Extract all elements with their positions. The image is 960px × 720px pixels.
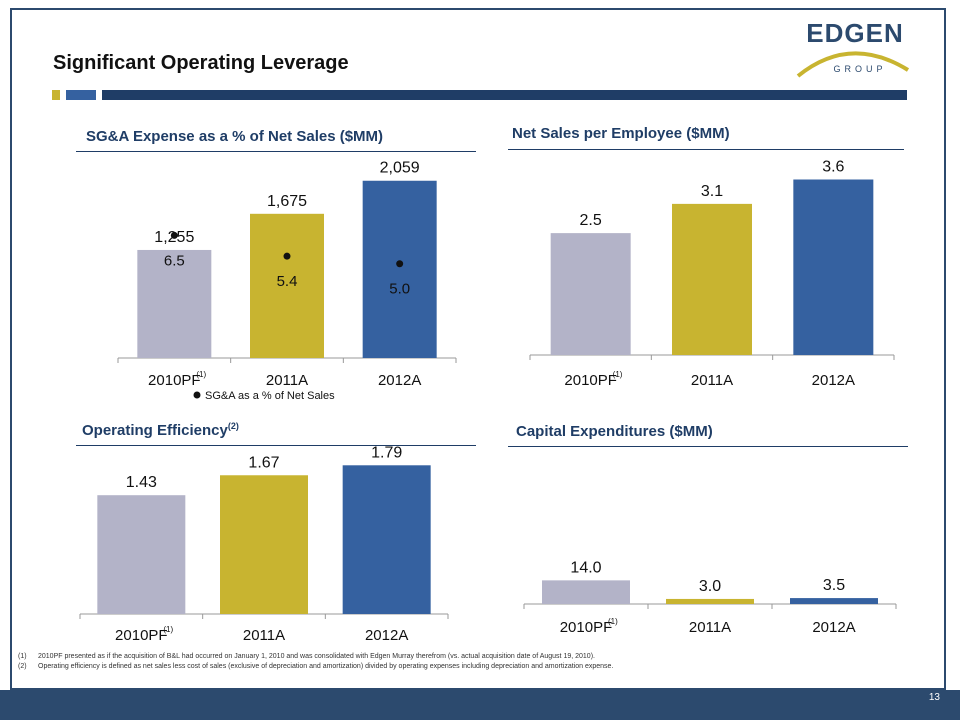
footnote-1-text: 2010PF presented as if the acquisition o… [38, 653, 595, 660]
capex-title-rule [508, 446, 908, 447]
footnote-2-mark: (2) [18, 663, 27, 670]
nspe-bar-2010PF [550, 233, 631, 355]
sga-category-label: 2010PF [148, 372, 201, 389]
capex-bar-2012A [790, 598, 878, 604]
nspe-category-sup: (1) [613, 370, 623, 379]
capex-chart-title: Capital Expenditures ($MM) [516, 423, 713, 440]
footnote-1: (1) 2010PF presented as if the acquisitio… [18, 652, 613, 662]
sga-pct-label: 5.0 [389, 281, 410, 298]
capex-bar-2011A [666, 598, 754, 604]
opeff-chart-title: Operating Efficiency(2) [82, 421, 239, 439]
capex-bar-2010PF [542, 580, 630, 604]
logo-name: EDGEN [806, 18, 903, 48]
nspe-value-label: 2.5 [580, 212, 602, 229]
capex-category-sup: (1) [608, 617, 618, 626]
footnote-2-text: Operating efficiency is defined as net s… [38, 663, 614, 670]
sga-legend-marker [193, 391, 201, 399]
sga-pct-point [170, 231, 178, 239]
opeff-value-label: 1.79 [371, 444, 402, 461]
capex-category-label: 2010PF [560, 619, 613, 636]
nspe-value-label: 3.6 [822, 159, 844, 176]
nspe-bar-2011A [672, 203, 752, 355]
sga-category-sup: (1) [196, 370, 206, 379]
accent-strip-gold [52, 90, 60, 100]
sga-pct-label: 5.4 [277, 273, 298, 290]
sga-pct-point [396, 260, 404, 268]
footer-band [0, 690, 960, 720]
opeff-category-label: 2012A [365, 627, 408, 644]
sga-legend-label: SG&A as a % of Net Sales [205, 390, 335, 402]
opeff-category-label: 2010PF [115, 627, 168, 644]
sga-pct-label: 6.5 [164, 252, 185, 269]
accent-strip-blue [66, 90, 96, 100]
nspe-chart-title: Net Sales per Employee ($MM) [512, 125, 730, 142]
page-title: Significant Operating Leverage [53, 52, 349, 74]
nspe-value-label: 3.1 [701, 183, 723, 200]
sga-bar-2010PF [137, 249, 212, 358]
logo-sub: GROUP [833, 64, 886, 74]
page-number: 13 [928, 692, 940, 703]
opeff-value-label: 1.67 [248, 454, 279, 471]
nspe-category-label: 2010PF [564, 372, 617, 389]
opeff-bar-2010PF [97, 495, 186, 614]
nspe-bar-2012A [793, 179, 874, 355]
opeff-value-label: 1.43 [126, 474, 157, 491]
slide-frame [10, 8, 946, 690]
opeff-title-text: Operating Efficiency [82, 422, 228, 439]
sga-pct-point [283, 252, 291, 260]
sga-bar-2011A [250, 213, 324, 358]
sga-value-label: 1,675 [267, 193, 307, 210]
footnotes: (1) 2010PF presented as if the acquisitio… [18, 652, 613, 672]
opeff-title-sup: (2) [227, 421, 239, 431]
nspe-category-label: 2012A [812, 372, 855, 389]
footnote-1-mark: (1) [18, 653, 27, 660]
opeff-category-sup: (1) [163, 625, 173, 634]
opeff-title-rule [76, 445, 476, 446]
sga-bar-2012A [362, 180, 437, 358]
nspe-category-label: 2011A [691, 372, 733, 389]
nspe-title-rule [508, 149, 904, 150]
capex-category-label: 2011A [689, 619, 731, 636]
accent-strip-navy [102, 90, 907, 100]
sga-category-label: 2012A [378, 372, 421, 389]
edgen-logo: EDGEN GROUP [796, 18, 910, 78]
opeff-category-label: 2011A [243, 627, 285, 644]
sga-title-rule [76, 151, 476, 152]
capex-value-label: 3.5 [823, 577, 845, 594]
capex-category-label: 2012A [812, 619, 855, 636]
sga-chart-title: SG&A Expense as a % of Net Sales ($MM) [86, 128, 384, 145]
logo-swoosh [796, 51, 910, 78]
footnote-2: (2) Operating efficiency is defined as ne… [18, 662, 613, 672]
opeff-bar-2012A [342, 465, 431, 614]
opeff-bar-2011A [220, 475, 308, 614]
capex-value-label: 3.0 [699, 578, 721, 595]
sga-value-label: 2,059 [380, 160, 420, 177]
sga-category-label: 2011A [266, 372, 308, 389]
capex-value-label: 14.0 [570, 559, 601, 576]
